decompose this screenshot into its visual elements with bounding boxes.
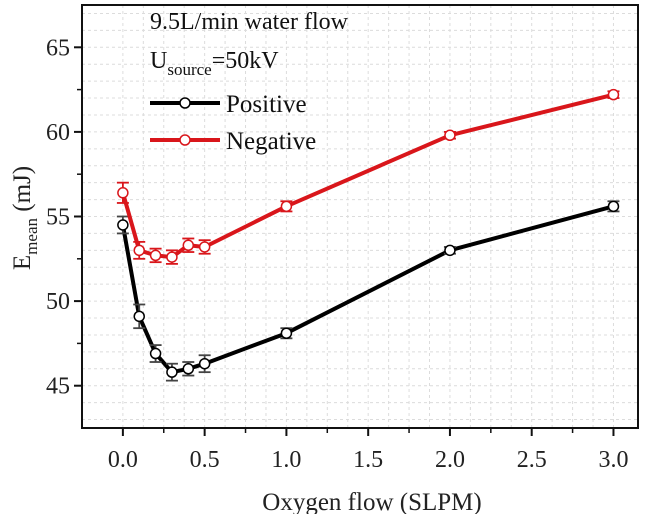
axis-ticks: 0.0 0.5 1.0 1.5 2.0 2.5 3.0 45 50 55 60 65 — [46, 35, 628, 473]
x-tick-label: 1.0 — [271, 447, 301, 473]
data-point — [133, 244, 145, 257]
annotation-source-value: =50kV — [212, 48, 280, 74]
legend-marker-negative — [179, 134, 191, 146]
data-point — [280, 200, 293, 213]
annotation-source-voltage: Usource=50kV — [150, 48, 279, 79]
data-point — [198, 241, 211, 253]
legend: Positive Negative — [150, 91, 316, 155]
data-point — [607, 200, 620, 213]
y-tick-label: 45 — [46, 374, 70, 400]
x-tick-label: 2.0 — [435, 447, 465, 473]
data-point — [607, 88, 620, 101]
y-axis-title-main: E — [9, 255, 36, 270]
data-point — [166, 251, 178, 263]
legend-marker-positive — [179, 97, 191, 109]
annotation-source-main: U — [150, 48, 167, 74]
y-tick-label: 55 — [46, 205, 70, 231]
annotation-source-sub: source — [167, 60, 211, 79]
y-tick-label: 60 — [46, 120, 70, 146]
x-tick-label: 1.5 — [353, 447, 383, 473]
data-point — [117, 219, 129, 231]
series-negative — [116, 88, 620, 265]
x-tick-label: 0.5 — [190, 447, 220, 473]
data-point — [280, 327, 293, 339]
data-point — [198, 357, 211, 370]
legend-label-positive: Positive — [226, 91, 307, 118]
y-tick-label: 65 — [46, 35, 70, 61]
data-point — [444, 129, 456, 142]
x-tick-label: 0.0 — [108, 447, 138, 473]
data-point — [117, 187, 129, 199]
legend-label-negative: Negative — [226, 128, 316, 155]
x-axis-title: Oxygen flow (SLPM) — [262, 489, 481, 514]
grid — [82, 5, 638, 428]
series-positive — [116, 200, 620, 382]
data-point — [444, 244, 456, 257]
annotation-flow: 9.5L/min water flow — [150, 9, 349, 35]
y-tick-label: 50 — [46, 289, 70, 315]
data-point — [149, 249, 162, 262]
x-tick-label: 3.0 — [598, 447, 628, 473]
y-axis-title-sub: mean — [22, 217, 41, 254]
series-layer — [116, 88, 620, 382]
data-point — [182, 239, 195, 252]
data-point — [182, 363, 195, 375]
x-tick-label: 2.5 — [517, 447, 547, 473]
y-axis-title: Emean (mJ) — [9, 166, 41, 270]
data-point — [149, 347, 162, 360]
y-axis-title-unit: (mJ) — [9, 166, 36, 218]
data-point — [133, 310, 145, 323]
data-point — [166, 366, 178, 378]
